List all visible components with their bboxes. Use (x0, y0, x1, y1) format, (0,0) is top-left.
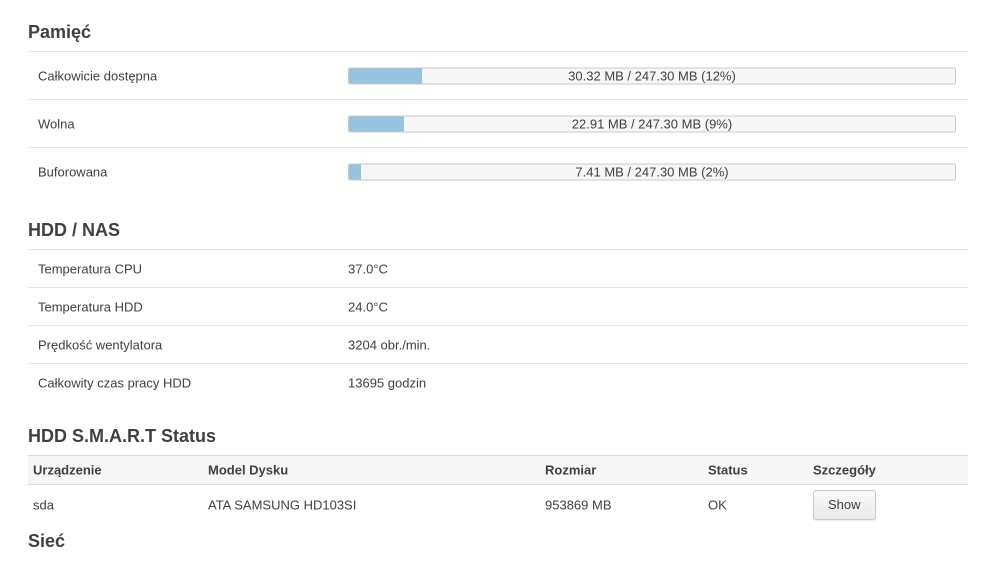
smart-table: Urządzenie Model Dysku Rozmiar Status Sz… (28, 455, 968, 525)
column-header: Rozmiar (545, 462, 597, 478)
hdd-value: 37.0°C (348, 261, 388, 276)
hdd-value: 13695 godzin (348, 375, 427, 390)
memory-progress-bar: 7.41 MB / 247.30 MB (2%) (348, 163, 956, 180)
progress-text: 30.32 MB / 247.30 MB (12%) (568, 68, 736, 83)
column-header: Urządzenie (33, 462, 102, 478)
hdd-table: Temperatura CPU 37.0°C Temperatura HDD 2… (28, 249, 968, 401)
smart-title: HDD S.M.A.R.T Status (28, 426, 217, 446)
smart-table-header: Urządzenie Model Dysku Rozmiar Status Sz… (28, 455, 968, 485)
device-cell: sda (33, 497, 54, 513)
progress-fill (349, 68, 422, 83)
memory-progress-bar: 30.32 MB / 247.30 MB (12%) (348, 67, 956, 84)
hdd-label: Całkowity czas pracy HDD (38, 375, 192, 390)
progress-fill (349, 116, 404, 131)
progress-text: 22.91 MB / 247.30 MB (9%) (571, 116, 733, 131)
memory-row: Wolna 22.91 MB / 247.30 MB (9%) (28, 99, 968, 147)
memory-label: Wolna (38, 116, 75, 131)
model-cell: ATA SAMSUNG HD103SI (208, 497, 357, 513)
memory-label: Buforowana (38, 164, 108, 179)
hdd-label: Temperatura HDD (38, 299, 143, 314)
column-header: Model Dysku (208, 462, 289, 478)
size-cell: 953869 MB (545, 497, 612, 513)
hdd-value: 3204 obr./min. (348, 337, 431, 352)
hdd-row: Temperatura CPU 37.0°C (28, 249, 968, 287)
hdd-row: Temperatura HDD 24.0°C (28, 287, 968, 325)
memory-label: Całkowicie dostępna (38, 68, 158, 83)
network-title: Sieć (28, 531, 66, 551)
column-header: Status (708, 462, 748, 478)
memory-table: Całkowicie dostępna 30.32 MB / 247.30 MB… (28, 51, 968, 195)
hdd-value: 24.0°C (348, 299, 388, 314)
hdd-row: Całkowity czas pracy HDD 13695 godzin (28, 363, 968, 401)
memory-row: Buforowana 7.41 MB / 247.30 MB (2%) (28, 147, 968, 195)
table-row: sda ATA SAMSUNG HD103SI 953869 MB OK Sho… (28, 485, 968, 525)
memory-progress-bar: 22.91 MB / 247.30 MB (9%) (348, 115, 956, 132)
memory-row: Całkowicie dostępna 30.32 MB / 247.30 MB… (28, 51, 968, 99)
memory-title: Pamięć (28, 22, 92, 42)
hdd-title: HDD / NAS (28, 220, 121, 240)
status-cell: OK (708, 497, 727, 513)
hdd-label: Temperatura CPU (38, 261, 143, 276)
hdd-row: Prędkość wentylatora 3204 obr./min. (28, 325, 968, 363)
column-header: Szczegóły (813, 462, 876, 478)
hdd-label: Prędkość wentylatora (38, 337, 163, 352)
progress-fill (349, 164, 362, 179)
details-cell: Show (813, 490, 876, 520)
show-details-button[interactable]: Show (813, 490, 876, 520)
progress-text: 7.41 MB / 247.30 MB (2%) (575, 164, 729, 179)
